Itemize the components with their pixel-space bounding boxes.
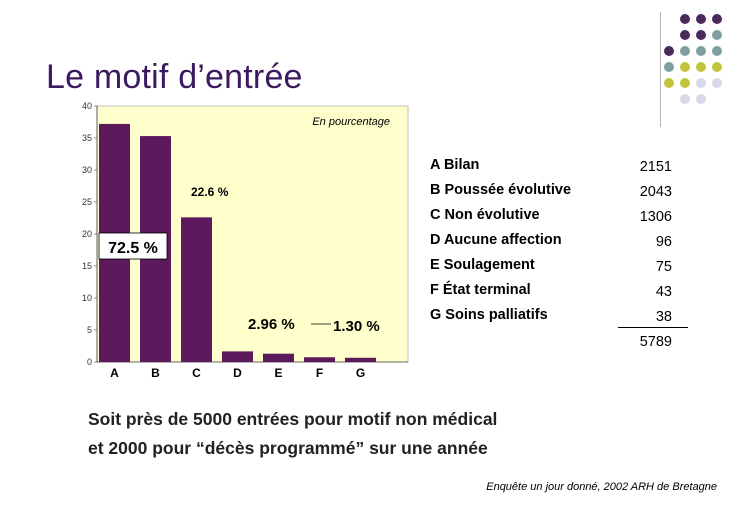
row-label: D Aucune affection — [430, 232, 562, 248]
row-label: B Poussée évolutive — [430, 182, 572, 198]
row-label: A Bilan — [430, 157, 480, 173]
title-divider — [660, 12, 661, 127]
decorative-dot — [696, 46, 706, 56]
row-value: 43 — [655, 284, 672, 300]
table-row: D Aucune affection 96 — [430, 230, 692, 255]
y-tick-label: 5 — [87, 325, 92, 335]
row-value: 2043 — [639, 184, 672, 200]
decorative-dot — [712, 46, 722, 56]
conclusion-text: Soit près de 5000 entrées pour motif non… — [88, 405, 497, 463]
decorative-dot — [680, 14, 690, 24]
y-axis-ticks: 0 5 10 15 20 25 30 35 40 — [82, 101, 97, 367]
row-value: 96 — [655, 234, 672, 250]
conclusion-line-1: Soit près de 5000 entrées pour motif non… — [88, 409, 498, 429]
row-label: G Soins palliatifs — [430, 307, 548, 323]
annotation-1-30: 1.30 % — [333, 318, 380, 335]
bar-D — [222, 351, 253, 362]
row-label: E Soulagement — [430, 257, 535, 273]
decorative-dot — [680, 94, 690, 104]
x-tick-label: D — [233, 366, 242, 380]
annotation-2-96: 2.96 % — [248, 316, 295, 333]
x-tick-label: B — [151, 366, 160, 380]
decorative-dot — [712, 14, 722, 24]
motif-table: A Bilan 2151 B Poussée évolutive 2043 C No… — [430, 155, 692, 330]
decorative-dot — [664, 78, 674, 88]
table-row: E Soulagement 75 — [430, 255, 692, 280]
decorative-dot — [664, 62, 674, 72]
decorative-dot — [712, 62, 722, 72]
x-tick-label: C — [192, 366, 201, 380]
row-value: 2151 — [639, 159, 672, 175]
decorative-dot — [680, 78, 690, 88]
bar-G — [345, 357, 376, 362]
table-row: C Non évolutive 1306 — [430, 205, 692, 230]
table-total: 5789 — [639, 334, 672, 350]
y-tick-label: 25 — [82, 197, 92, 207]
chart-note: En pourcentage — [312, 116, 390, 128]
source-note: Enquête un jour donné, 2002 ARH de Breta… — [486, 481, 717, 493]
x-tick-label: G — [356, 366, 365, 380]
table-row: F État terminal 43 — [430, 280, 692, 305]
row-value: 75 — [655, 259, 672, 275]
decorative-dot — [680, 62, 690, 72]
decorative-dot — [696, 30, 706, 40]
decorative-dot — [712, 30, 722, 40]
decorative-dot — [696, 14, 706, 24]
x-axis-labels: A B C D E F G — [110, 366, 365, 380]
y-tick-label: 20 — [82, 229, 92, 239]
bar-C — [181, 217, 212, 362]
row-value: 1306 — [639, 209, 672, 225]
decorative-dot — [680, 46, 690, 56]
row-value: 38 — [655, 309, 672, 325]
table-row: A Bilan 2151 — [430, 155, 692, 180]
x-tick-label: E — [274, 366, 282, 380]
y-tick-label: 10 — [82, 293, 92, 303]
row-label: F État terminal — [430, 282, 531, 298]
row-label: C Non évolutive — [430, 207, 540, 223]
annotation-72: 72.5 % — [108, 240, 158, 257]
x-tick-label: F — [316, 366, 323, 380]
bar-E — [263, 353, 294, 362]
table-row: B Poussée évolutive 2043 — [430, 180, 692, 205]
decorative-dot — [696, 94, 706, 104]
y-tick-label: 35 — [82, 133, 92, 143]
y-tick-label: 15 — [82, 261, 92, 271]
total-divider — [618, 327, 688, 328]
decorative-dot — [680, 30, 690, 40]
annotation-box-72 — [98, 232, 168, 260]
decorative-dot — [664, 46, 674, 56]
slide-title: Le motif d’entrée — [46, 58, 303, 96]
y-tick-label: 0 — [87, 357, 92, 367]
x-tick-label: A — [110, 366, 119, 380]
bar-F — [304, 357, 335, 362]
table-row: G Soins palliatifs 38 — [430, 305, 692, 330]
y-tick-label: 40 — [82, 101, 92, 111]
decorative-dot — [696, 62, 706, 72]
decorative-dot — [696, 78, 706, 88]
conclusion-line-2: et 2000 pour “décès programmé” sur une a… — [88, 438, 488, 458]
y-tick-label: 30 — [82, 165, 92, 175]
annotation-22: 22.6 % — [191, 185, 229, 199]
decorative-dot — [712, 78, 722, 88]
